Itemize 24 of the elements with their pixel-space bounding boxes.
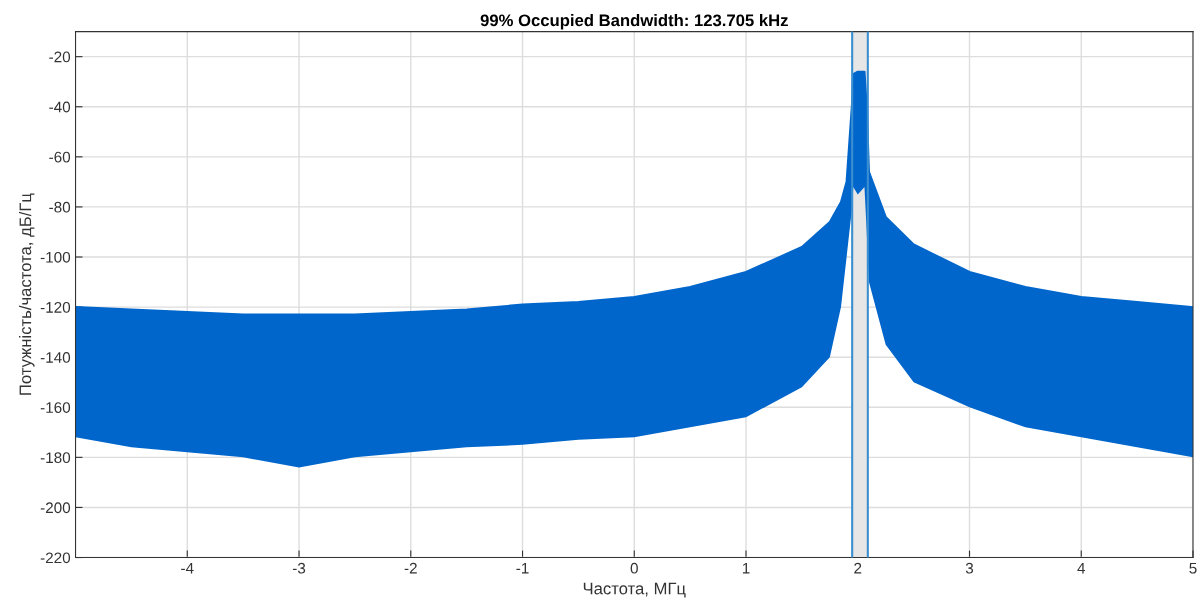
- y-tick-label: -100: [40, 251, 71, 263]
- y-tick-label: -220: [40, 552, 71, 564]
- y-tick-label: -200: [40, 502, 71, 514]
- x-tick-label: 0: [630, 562, 638, 574]
- x-tick-label: -4: [181, 562, 194, 574]
- x-axis-title: Частота, МГц: [583, 582, 686, 598]
- y-tick-label: -180: [40, 452, 71, 464]
- x-tick-label: -3: [292, 562, 306, 574]
- x-tick-label: 5: [1189, 562, 1197, 574]
- x-tick-label: 2: [854, 562, 862, 574]
- x-tick-label: 3: [965, 562, 974, 574]
- y-tick-label: -140: [40, 352, 71, 363]
- y-tick-label: -80: [49, 201, 71, 213]
- y-tick-label: -120: [40, 301, 71, 313]
- x-tick-label: -1: [516, 562, 529, 574]
- x-tick-label: 4: [1077, 562, 1086, 574]
- y-tick-label: -60: [49, 151, 71, 163]
- chart-title: 99% Occupied Bandwidth: 123.705 kHz: [480, 13, 788, 30]
- x-tick-label: -2: [404, 562, 417, 574]
- y-tick-label: -20: [49, 51, 71, 63]
- y-tick-label: -160: [40, 402, 71, 413]
- y-axis-title: Потужність/частота, дБ/Гц: [19, 193, 35, 395]
- y-tick-label: -40: [49, 101, 71, 113]
- x-tick-label: 1: [742, 562, 750, 574]
